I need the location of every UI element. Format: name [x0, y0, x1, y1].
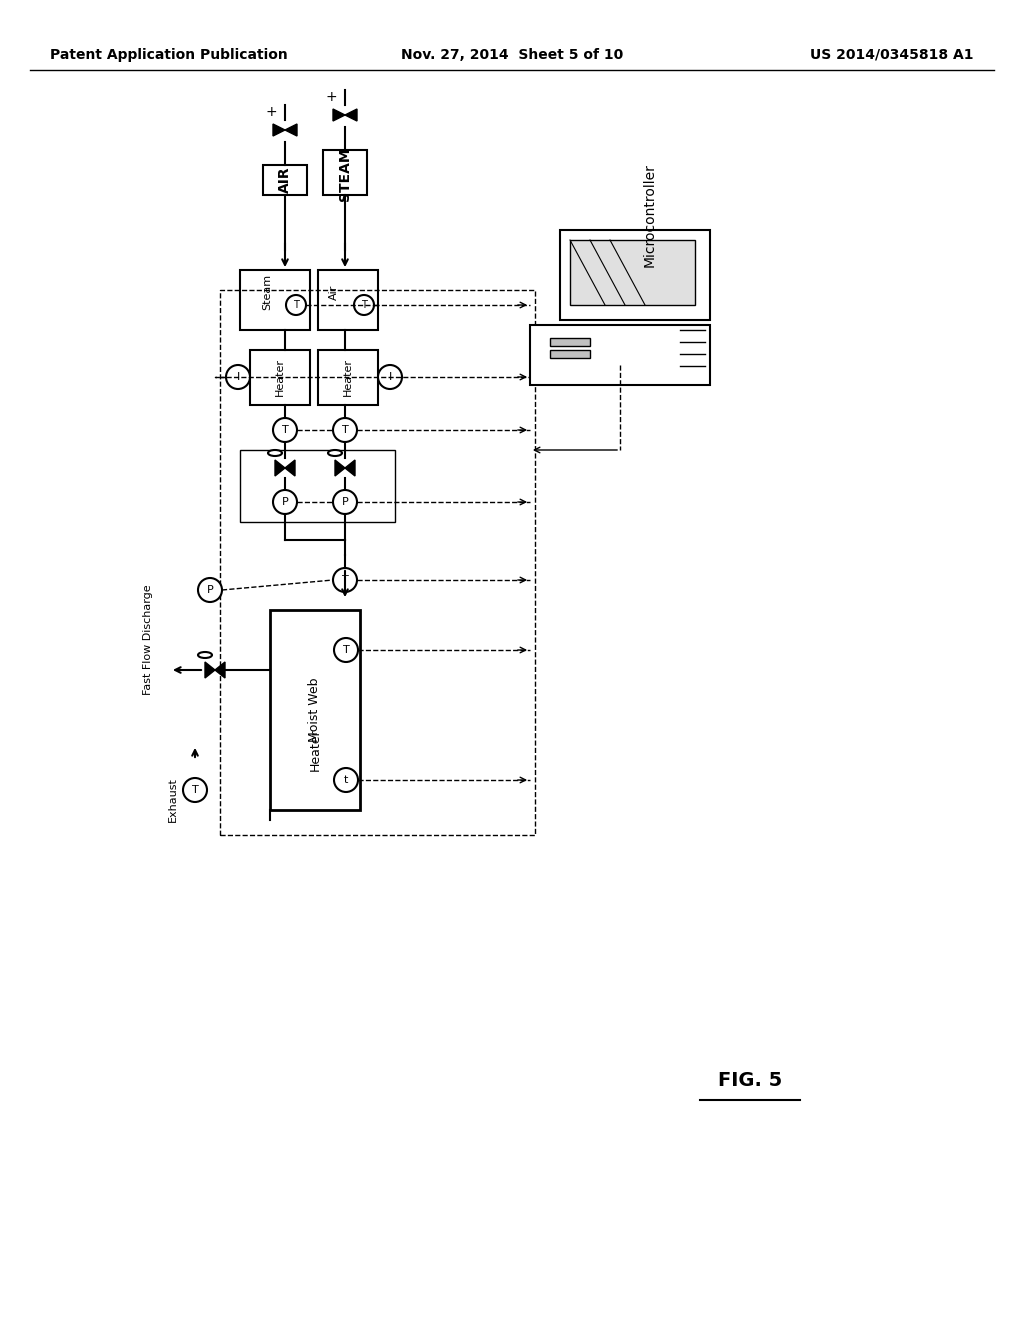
Text: US 2014/0345818 A1: US 2014/0345818 A1 — [811, 48, 974, 62]
Text: AIR: AIR — [278, 166, 292, 193]
Text: Exhaust: Exhaust — [168, 777, 178, 822]
Text: STEAM: STEAM — [338, 148, 352, 201]
Text: Fast Flow Discharge: Fast Flow Discharge — [143, 585, 153, 696]
Text: Heater: Heater — [308, 729, 322, 771]
Bar — [270, 610, 360, 810]
Text: +: + — [326, 90, 337, 104]
Text: FIG. 5: FIG. 5 — [718, 1071, 782, 1089]
Polygon shape — [205, 663, 215, 678]
Text: I: I — [237, 372, 240, 381]
Text: +: + — [265, 106, 276, 119]
Text: P: P — [282, 498, 289, 507]
Circle shape — [334, 638, 358, 663]
Bar — [250, 350, 310, 405]
Text: P: P — [207, 585, 213, 595]
Circle shape — [286, 294, 306, 315]
Ellipse shape — [198, 652, 212, 657]
Bar — [323, 150, 367, 195]
Bar — [263, 165, 307, 195]
Text: T: T — [191, 785, 199, 795]
Text: T: T — [282, 425, 289, 436]
Circle shape — [273, 418, 297, 442]
Circle shape — [334, 768, 358, 792]
Text: Steam: Steam — [262, 275, 272, 310]
Polygon shape — [345, 110, 357, 121]
Circle shape — [333, 490, 357, 513]
Text: T: T — [343, 645, 349, 655]
Bar — [560, 230, 710, 319]
Polygon shape — [273, 124, 285, 136]
Text: Heater: Heater — [343, 358, 353, 396]
Text: T: T — [293, 300, 299, 310]
Bar — [240, 450, 395, 521]
Text: Moist Web: Moist Web — [308, 677, 322, 742]
Text: t: t — [344, 775, 348, 785]
Ellipse shape — [268, 450, 282, 455]
Bar — [318, 350, 378, 405]
Text: I: I — [388, 372, 391, 381]
Text: Heater: Heater — [275, 358, 285, 396]
Bar — [570, 240, 695, 305]
Circle shape — [333, 418, 357, 442]
Text: T: T — [361, 300, 367, 310]
Circle shape — [198, 578, 222, 602]
Bar — [240, 271, 310, 330]
Text: Air: Air — [329, 284, 339, 300]
Circle shape — [378, 366, 402, 389]
Polygon shape — [335, 459, 345, 477]
Circle shape — [226, 366, 250, 389]
Text: P: P — [342, 498, 348, 507]
Polygon shape — [285, 459, 295, 477]
Text: T: T — [342, 425, 348, 436]
Polygon shape — [285, 124, 297, 136]
Ellipse shape — [328, 450, 342, 455]
Polygon shape — [333, 110, 345, 121]
Text: Nov. 27, 2014  Sheet 5 of 10: Nov. 27, 2014 Sheet 5 of 10 — [400, 48, 624, 62]
Bar — [550, 350, 590, 358]
Polygon shape — [345, 459, 355, 477]
Text: Patent Application Publication: Patent Application Publication — [50, 48, 288, 62]
Bar — [220, 290, 535, 836]
Polygon shape — [275, 459, 285, 477]
Polygon shape — [215, 663, 225, 678]
Bar — [550, 338, 590, 346]
Text: Microcontroller: Microcontroller — [643, 164, 657, 267]
Bar — [530, 325, 710, 385]
Circle shape — [354, 294, 374, 315]
Circle shape — [333, 568, 357, 591]
Circle shape — [273, 490, 297, 513]
Text: T: T — [342, 576, 348, 585]
Bar — [318, 271, 378, 330]
Circle shape — [183, 777, 207, 803]
